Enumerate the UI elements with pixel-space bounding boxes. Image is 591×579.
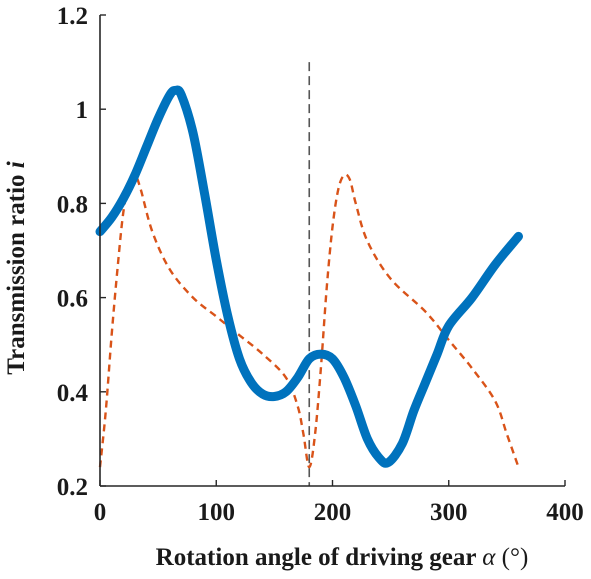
x-tick-label: 300 (430, 499, 468, 526)
y-tick-label: 1 (76, 97, 89, 124)
x-tick-label: 400 (546, 499, 584, 526)
series-line-1-solid (95, 85, 523, 468)
y-axis-symbol: i (3, 161, 30, 168)
y-ticks: 0.2 0.4 0.6 0.8 1 1.2 (57, 3, 106, 501)
y-tick-label: 0.4 (57, 380, 89, 407)
x-axis-label: Rotation angle of driving gear (156, 544, 477, 571)
plot-lines (95, 62, 523, 486)
x-ticks: 0 100 200 300 400 (94, 480, 584, 526)
x-axis-unit: (°) (502, 544, 529, 571)
y-tick-label: 1.2 (57, 3, 88, 30)
y-axis-label: Transmission ratio (3, 174, 30, 374)
y-tick-label: 0.2 (57, 474, 88, 501)
y-tick-label: 0.6 (57, 286, 88, 313)
axes (99, 15, 565, 487)
x-axis-symbol: α (482, 544, 496, 571)
x-axis-title: Rotation angle of driving gear α (°) (156, 544, 529, 571)
x-tick-label: 200 (314, 499, 352, 526)
x-tick-label: 0 (94, 499, 107, 526)
x-tick-label: 100 (198, 499, 236, 526)
y-tick-label: 0.8 (57, 191, 88, 218)
y-axis-title: Transmission ratio i (3, 161, 30, 375)
